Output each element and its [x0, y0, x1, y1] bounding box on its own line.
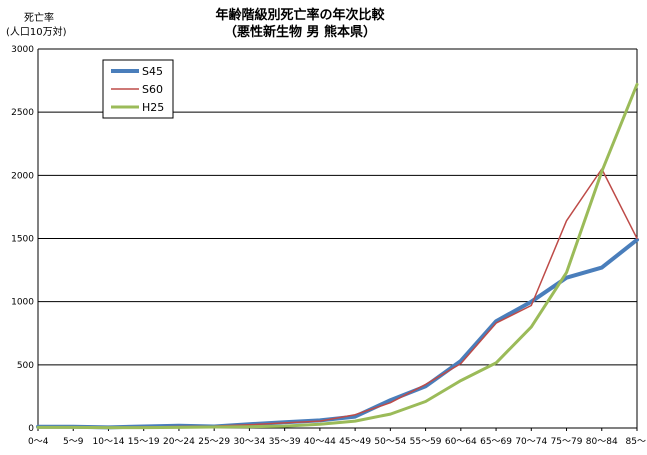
y-axis-label-line2: (人口10万対) [6, 25, 67, 38]
x-tick-label: 20〜24 [163, 437, 195, 447]
x-tick-label: 70〜74 [515, 437, 547, 447]
x-tick-label: 55〜59 [410, 437, 442, 447]
series-lines [36, 82, 639, 430]
legend-label-h25: H25 [142, 101, 164, 114]
x-tick-label: 75〜79 [551, 437, 583, 447]
y-tick-label: 1000 [11, 298, 34, 308]
x-tick-label: 85〜 [626, 437, 646, 447]
legend-label-s60: S60 [142, 83, 163, 96]
y-tick-label: 0 [28, 424, 34, 434]
x-tick-label: 35〜39 [269, 437, 301, 447]
legend-label-s45: S45 [142, 65, 163, 78]
chart-subtitle: （悪性新生物 男 熊本県） [224, 24, 376, 40]
y-tick-label: 2000 [11, 171, 34, 181]
y-tick-label: 1500 [11, 235, 34, 245]
x-tick-label: 45〜49 [339, 437, 371, 447]
x-tick-label: 10〜14 [93, 437, 125, 447]
x-tick-label: 60〜64 [445, 437, 477, 447]
x-tick-label: 15〜19 [128, 437, 160, 447]
x-tick-label: 80〜84 [586, 437, 618, 447]
y-tick-labels: 0 500 1000 1500 2000 2500 3000 [11, 45, 34, 434]
y-tick-label: 2500 [11, 108, 34, 118]
x-tick-label: 25〜29 [198, 437, 230, 447]
x-tick-label: 0〜4 [28, 437, 49, 447]
legend: S45 S60 H25 [102, 59, 174, 119]
y-axis-label-line1: 死亡率 [24, 11, 54, 24]
x-tick-label: 50〜54 [374, 437, 406, 447]
y-tick-label: 500 [17, 361, 34, 371]
x-tick-label: 40〜44 [304, 437, 336, 447]
series-line-h25 [36, 82, 639, 430]
x-tick-label: 65〜69 [480, 437, 512, 447]
y-tick-label: 3000 [11, 45, 34, 55]
x-tick-label: 5〜9 [63, 437, 84, 447]
chart-title: 年齢階級別死亡率の年次比較 [215, 7, 385, 23]
series-line-s60 [37, 168, 638, 429]
x-tick-labels: 0〜4 5〜9 10〜14 15〜19 20〜24 25〜29 30〜34 35〜39 40〜4… [28, 428, 646, 447]
x-tick-label: 30〜34 [233, 437, 265, 447]
